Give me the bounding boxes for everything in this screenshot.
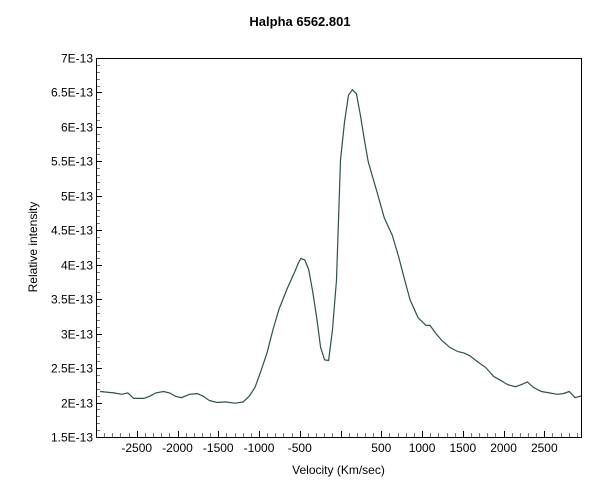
y-tick-label: 5E-13: [61, 190, 93, 204]
data-series-line: [99, 88, 583, 404]
x-tick-label: 1000: [409, 441, 436, 455]
y-axis: 1.5E-13 2E-13 2.5E-13 3E-13 3.5E-13 4E-13 4.5E…: [51, 52, 102, 445]
y-tick-label: 7E-13: [61, 52, 93, 66]
x-axis: -2500 -2000 -1500 -1000 -500 500 1000 1500 2000 2…: [104, 431, 578, 455]
x-tick-label: -1500: [203, 441, 234, 455]
x-axis-label: Velocity (Km/sec): [292, 463, 385, 477]
plot-frame: [96, 58, 582, 438]
y-tick-label: 3.5E-13: [51, 293, 93, 307]
x-tick-label: -2000: [162, 441, 193, 455]
y-tick-label: 4E-13: [61, 259, 93, 273]
y-tick-label: 2E-13: [61, 397, 93, 411]
y-tick-label: 3E-13: [61, 328, 93, 342]
x-tick-label: -2500: [121, 441, 152, 455]
x-tick-label: 2000: [490, 441, 517, 455]
y-tick-label: 6.5E-13: [51, 86, 93, 100]
y-tick-label: 2.5E-13: [51, 362, 93, 376]
x-tick-label: 2500: [531, 441, 558, 455]
y-tick-label: 1.5E-13: [51, 431, 93, 445]
x-tick-label: 1500: [449, 441, 476, 455]
x-tick-label: -1000: [244, 441, 275, 455]
y-tick-label: 6E-13: [61, 121, 93, 135]
x-tick-label: -500: [288, 441, 312, 455]
y-tick-label: 4.5E-13: [51, 224, 93, 238]
chart-title: Halpha 6562.801: [249, 14, 351, 29]
y-tick-label: 5.5E-13: [51, 155, 93, 169]
x-tick-label: 500: [371, 441, 391, 455]
